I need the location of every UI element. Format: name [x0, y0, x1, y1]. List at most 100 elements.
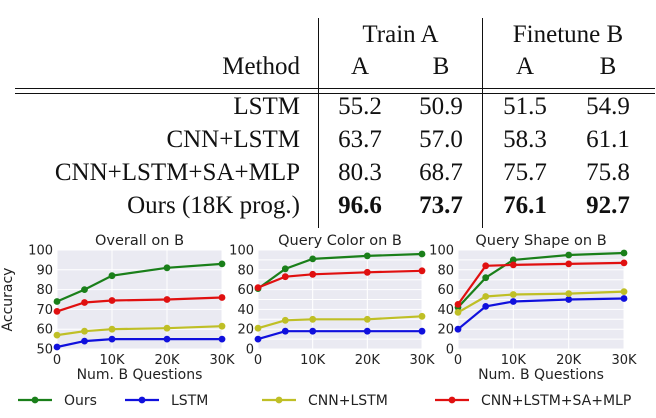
- x-tick-label: 30K: [209, 353, 235, 368]
- data-point: [620, 295, 628, 302]
- data-point: [108, 272, 116, 280]
- data-point: [309, 327, 317, 335]
- x-tick-label: 20K: [355, 353, 381, 368]
- y-tick-label: 40: [437, 303, 454, 318]
- data-point: [53, 331, 61, 339]
- sub-header-finetune-b-b: B: [599, 53, 617, 80]
- data-point: [254, 335, 262, 343]
- table-cell-best: 76.1: [503, 192, 547, 219]
- legend-marker: [31, 396, 39, 404]
- table-row-method: Ours (18K prog.): [127, 192, 300, 219]
- table-cell: 50.9: [419, 93, 463, 120]
- data-point: [309, 315, 317, 323]
- data-point: [509, 291, 517, 298]
- data-point: [218, 322, 226, 330]
- data-point: [363, 315, 371, 323]
- chart-title: Overall on B: [95, 233, 184, 249]
- data-point: [163, 264, 171, 272]
- y-tick-label: 80: [36, 283, 53, 298]
- y-tick-label: 60: [36, 323, 53, 338]
- legend-label: LSTM: [171, 393, 208, 409]
- table-cell: 68.7: [419, 159, 463, 186]
- table-cell: 75.8: [586, 159, 630, 186]
- table-cell-best: 92.7: [586, 192, 630, 219]
- data-point: [254, 284, 262, 291]
- y-tick-label: 0: [446, 343, 454, 358]
- data-point: [454, 309, 462, 316]
- legend-marker: [448, 396, 456, 404]
- data-point: [281, 327, 289, 335]
- y-tick-label: 100: [229, 244, 254, 259]
- data-point: [509, 298, 517, 305]
- table-vertical-divider: [482, 18, 484, 228]
- data-point: [309, 255, 317, 263]
- data-point: [363, 268, 371, 276]
- sub-header-train-a-b: B: [432, 53, 450, 80]
- data-point: [53, 308, 61, 315]
- y-tick-label: 80: [237, 263, 254, 278]
- data-point: [218, 335, 226, 343]
- legend-marker: [275, 396, 283, 404]
- table-row-method: LSTM: [233, 93, 300, 120]
- data-point: [565, 290, 573, 297]
- table-cell-best: 73.7: [419, 192, 463, 219]
- group-header-train-a: Train A: [362, 21, 439, 48]
- legend-marker: [138, 396, 146, 404]
- x-tick-label: 10K: [501, 353, 527, 368]
- data-point: [620, 259, 628, 267]
- sub-header-train-a-a: A: [350, 53, 370, 80]
- x-tick-label: 30K: [409, 353, 435, 368]
- data-point: [418, 312, 426, 320]
- data-point: [509, 261, 517, 269]
- chart-title: Query Color on B: [278, 233, 402, 249]
- y-tick-label: 60: [437, 283, 454, 298]
- group-header-finetune-b: Finetune B: [512, 21, 624, 48]
- data-point: [108, 325, 116, 333]
- y-tick-label: 0: [246, 343, 254, 358]
- table-header-rule: [15, 88, 655, 90]
- x-axis-label: Num. B Questions: [478, 367, 604, 383]
- data-point: [565, 260, 573, 268]
- data-point: [454, 325, 462, 333]
- data-point: [418, 267, 426, 275]
- data-point: [81, 299, 88, 306]
- data-point: [509, 256, 517, 264]
- table-cell: 61.1: [586, 126, 630, 153]
- method-column-header: Method: [222, 53, 300, 80]
- table-cell: 51.5: [503, 93, 547, 120]
- data-point: [163, 335, 171, 343]
- data-point: [482, 303, 490, 310]
- data-point: [163, 324, 171, 332]
- results-table: Train A Finetune B Method A B A B LSTM 5…: [15, 18, 655, 228]
- y-tick-label: 60: [237, 283, 254, 298]
- data-point: [454, 301, 462, 308]
- data-point: [81, 286, 88, 293]
- data-point: [281, 265, 289, 273]
- data-point: [565, 251, 573, 259]
- data-point: [108, 297, 116, 304]
- chart-title: Query Shape on B: [475, 233, 606, 249]
- x-tick-label: 0: [454, 353, 462, 368]
- legend-label: Ours: [64, 393, 97, 409]
- x-tick-label: 20K: [154, 353, 180, 368]
- table-row-method: CNN+LSTM: [166, 126, 300, 153]
- x-tick-label: 0: [254, 353, 262, 368]
- data-point: [482, 274, 490, 282]
- table-vertical-divider: [318, 18, 320, 228]
- x-axis-label: Num. B Questions: [77, 367, 203, 383]
- sub-header-finetune-b-a: A: [515, 53, 535, 80]
- table-cell: 54.9: [586, 93, 630, 120]
- x-tick-label: 30K: [611, 353, 637, 368]
- y-tick-label: 100: [28, 244, 53, 259]
- data-point: [418, 250, 426, 258]
- y-tick-label: 20: [437, 323, 454, 338]
- y-tick-label: 50: [36, 343, 53, 358]
- data-point: [620, 249, 628, 257]
- table-cell: 80.3: [338, 159, 382, 186]
- table-cell: 55.2: [338, 93, 382, 120]
- data-point: [53, 343, 61, 351]
- x-tick-label: 20K: [556, 353, 582, 368]
- data-point: [309, 270, 317, 278]
- data-point: [482, 262, 490, 270]
- table-cell-best: 96.6: [338, 192, 382, 219]
